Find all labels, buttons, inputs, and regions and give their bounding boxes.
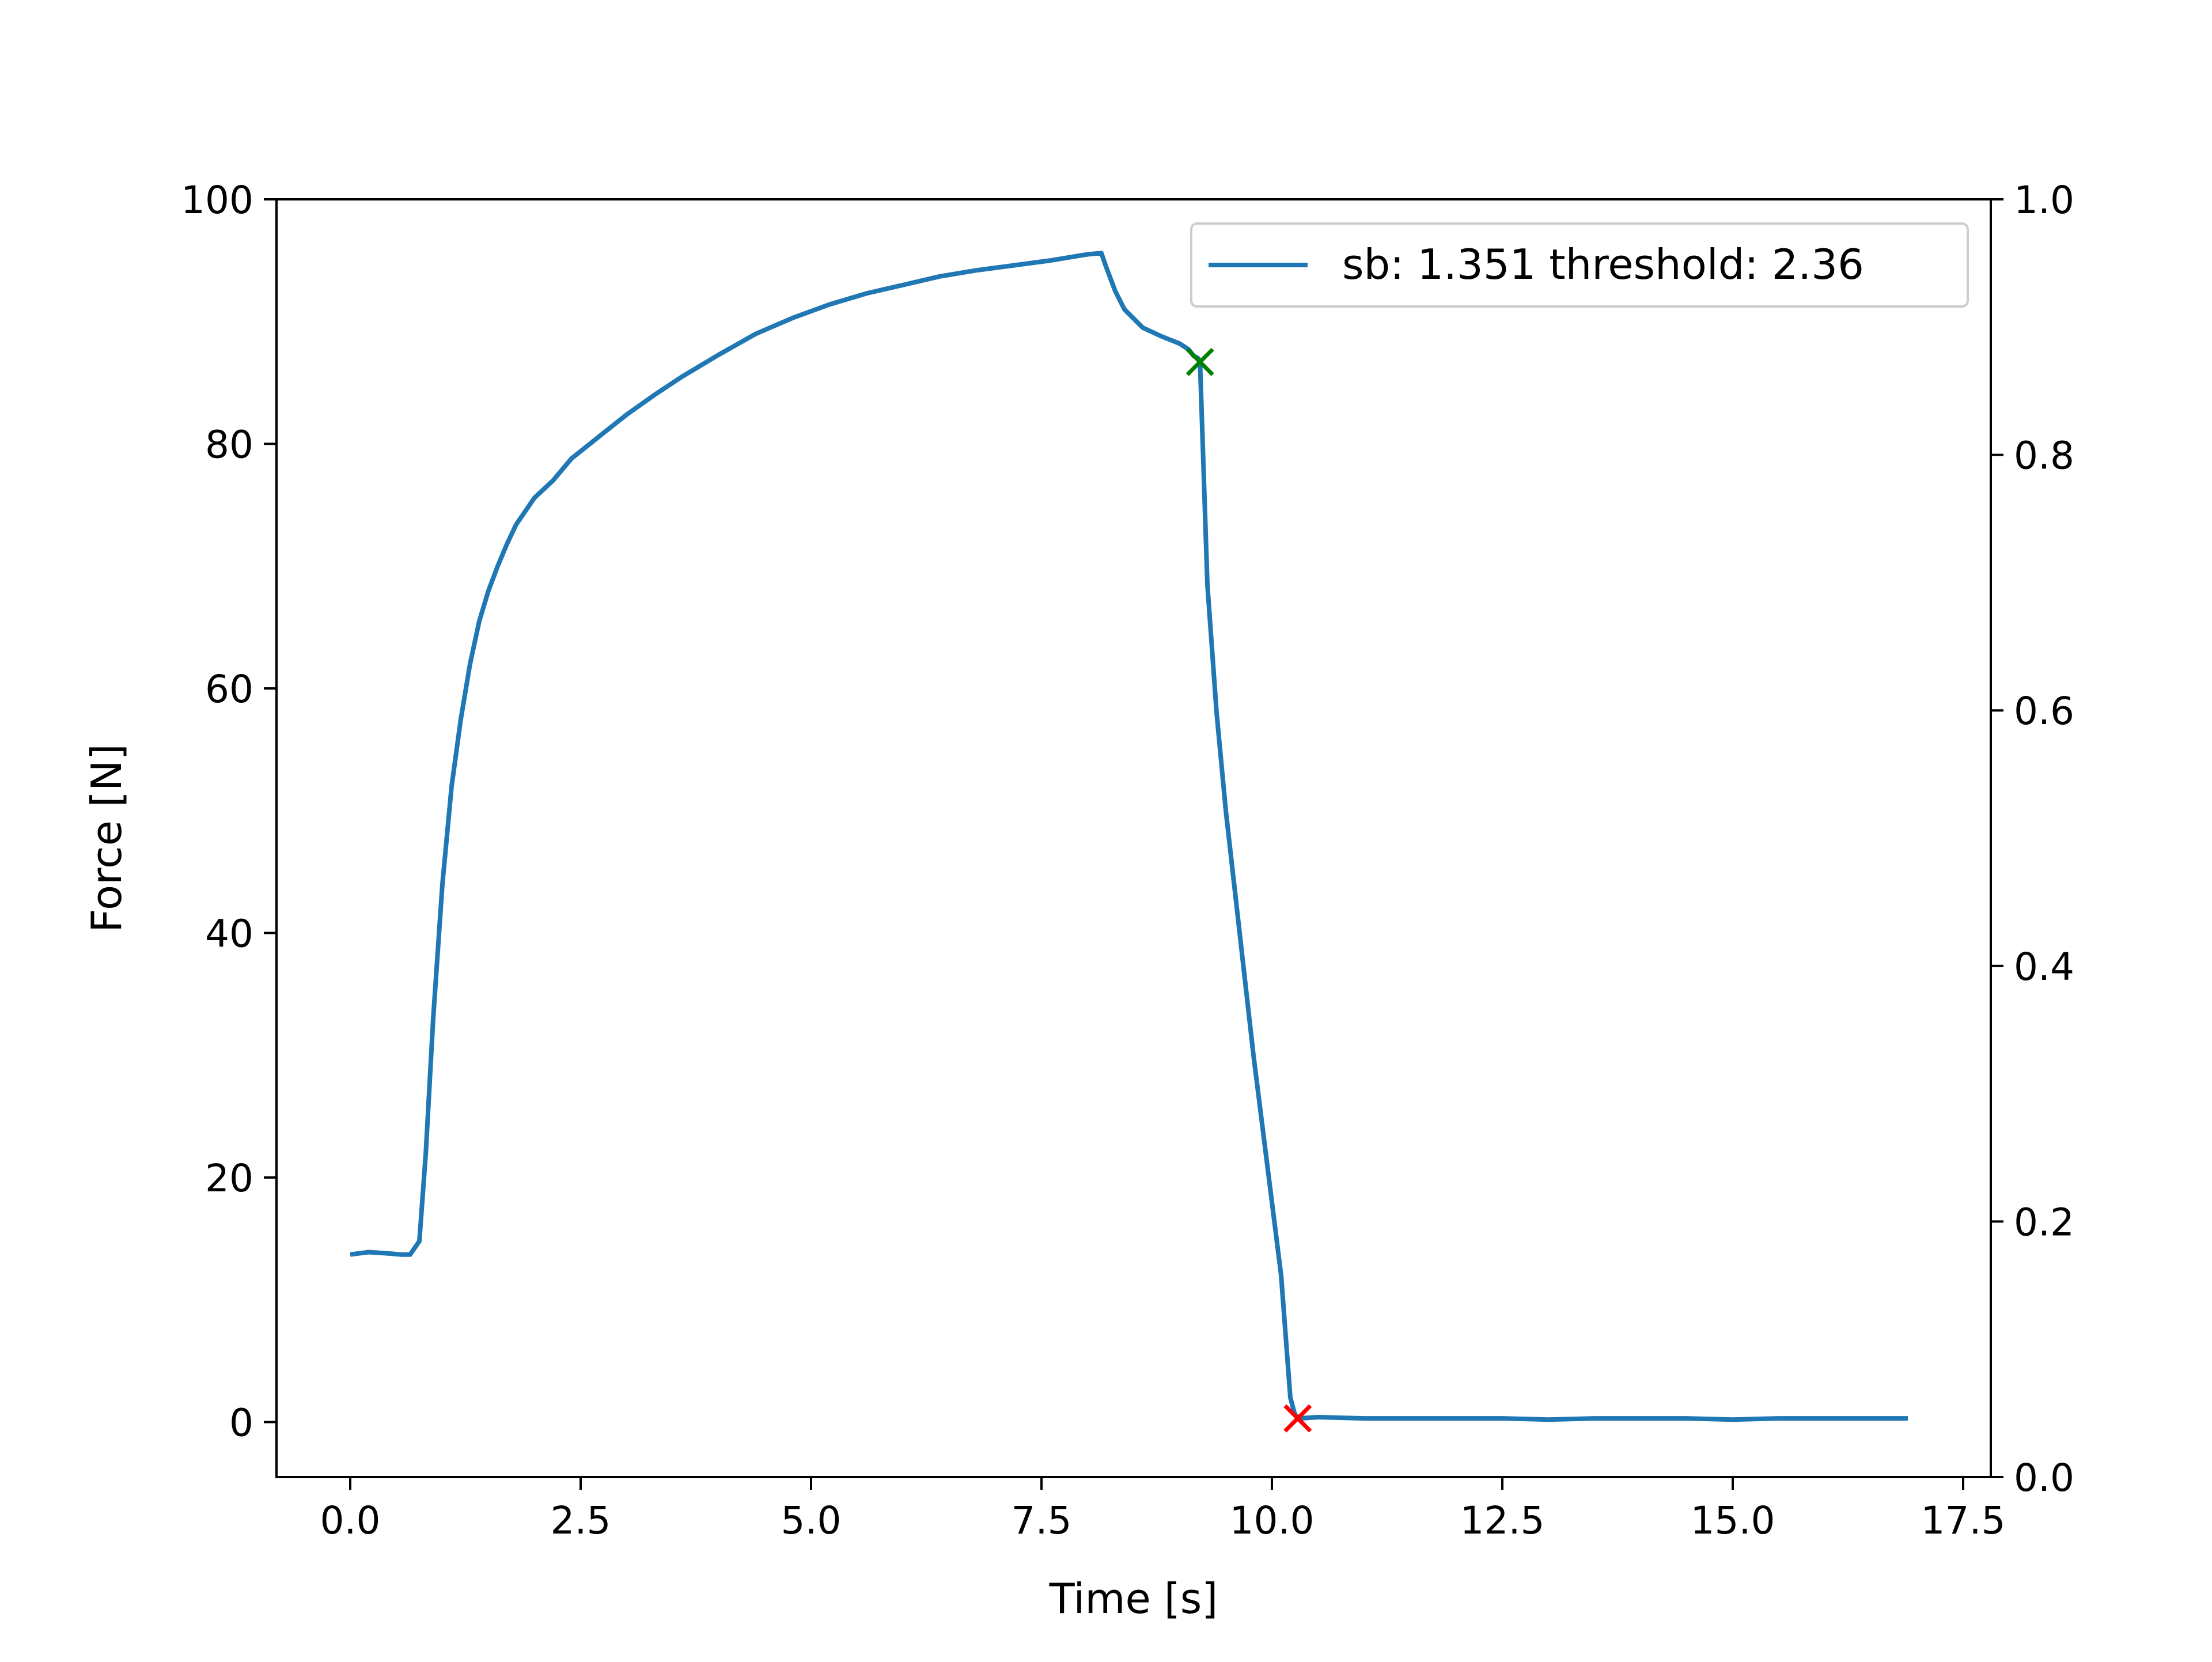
y2-tick-label: 0.0 <box>2014 1456 2074 1500</box>
y-tick-label: 60 <box>205 667 253 711</box>
plot-layer <box>350 251 1908 1433</box>
plot-frame <box>275 198 1992 1478</box>
legend: sb: 1.351 threshold: 2.36 <box>1190 222 1969 308</box>
x-tick-label: 2.5 <box>551 1498 611 1543</box>
y2-tick-label: 0.8 <box>2014 434 2074 478</box>
x-tick-label: 17.5 <box>1921 1498 2006 1543</box>
x-tick-label: 10.0 <box>1230 1498 1315 1543</box>
marker-x-0-stroke-b <box>1185 347 1214 376</box>
y-tick-label: 80 <box>205 422 253 467</box>
x-axis-label: Time [s] <box>1049 1574 1218 1623</box>
y-axis-right-ticks: 0.0 0.2 0.4 0.6 0.8 1.0 <box>1991 178 2074 1500</box>
x-tick-label: 0.0 <box>320 1498 381 1543</box>
legend-box <box>1190 222 1969 308</box>
x-tick-label: 5.0 <box>781 1498 842 1543</box>
x-axis-ticks: 0.0 2.5 5.0 7.5 10.0 12.5 15.0 17.5 <box>320 1477 2006 1543</box>
x-tick-label: 12.5 <box>1460 1498 1545 1543</box>
series-line-0 <box>350 251 1908 1422</box>
x-tick-label: 15.0 <box>1691 1498 1775 1543</box>
y-tick-label: 100 <box>181 178 253 222</box>
marker-x-1 <box>1283 1404 1312 1433</box>
y-tick-label: 20 <box>205 1156 253 1201</box>
legend-label-sb: sb: 1.351 threshold: 2.36 <box>1342 240 1864 289</box>
x-tick-label: 7.5 <box>1012 1498 1072 1543</box>
y2-tick-label: 0.2 <box>2014 1200 2074 1244</box>
y-tick-label: 0 <box>229 1400 253 1445</box>
y-tick-label: 40 <box>205 911 253 956</box>
y2-tick-label: 0.4 <box>2014 945 2074 989</box>
y-axis-label: Force [N] <box>82 744 131 933</box>
y-axis-left-ticks: 0 20 40 60 80 100 <box>181 178 276 1445</box>
marker-x-0 <box>1185 347 1214 376</box>
y2-tick-label: 1.0 <box>2014 178 2074 222</box>
marker-x-1-stroke-b <box>1283 1404 1312 1433</box>
y2-tick-label: 0.6 <box>2014 689 2074 733</box>
